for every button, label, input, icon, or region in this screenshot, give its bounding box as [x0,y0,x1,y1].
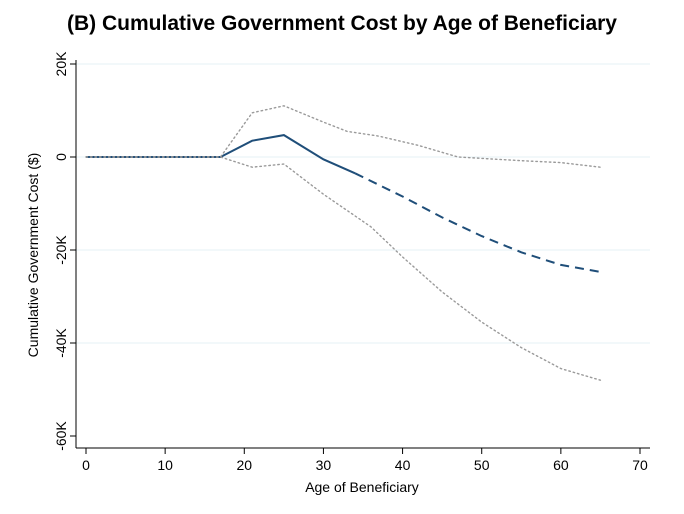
y-tick-label-0: -60K [53,421,69,451]
x-axis-title: Age of Beneficiary [305,479,419,495]
y-tick-label-1: -40K [53,328,69,358]
x-tick-label-4: 40 [395,457,411,473]
x-tick-label-1: 10 [157,457,173,473]
y-tick-label-2: -20K [53,235,69,265]
x-tick-label-0: 0 [82,457,90,473]
gridlines [76,63,650,344]
series-line-ci-upper [85,105,602,168]
series-line-estimate-observed [86,134,356,175]
series-group [85,105,602,381]
y-axis-title: Cumulative Government Cost ($) [25,153,41,358]
y-tick-label-4: 20K [53,51,69,77]
series-line-estimate-projected [354,172,601,273]
x-tick-label-7: 70 [632,457,648,473]
x-tick-label-5: 50 [474,457,490,473]
x-tick-label-6: 60 [553,457,569,473]
chart-title: (B) Cumulative Government Cost by Age of… [67,12,617,35]
series-line-ci-lower [85,156,602,381]
x-tick-label-3: 30 [316,457,332,473]
x-tick-label-2: 20 [236,457,252,473]
y-tick-label-3: 0 [53,153,69,161]
ticks: 0 10 20 30 40 50 60 70 -60K -40K -20K 0 20K [53,51,648,473]
axes [75,60,650,449]
